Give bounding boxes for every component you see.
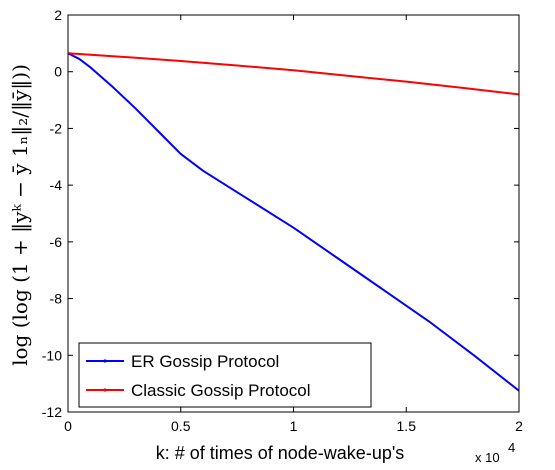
x-tick-label: 2: [515, 418, 523, 434]
series-line-1: [68, 52, 519, 392]
x-tick-label: 0.5: [171, 418, 191, 434]
legend-marker-2: [103, 388, 107, 392]
plot-frame: [67, 14, 520, 413]
series-line-2: [68, 52, 519, 96]
svg-text:log (log (1 + ‖yᵏ − ȳ 1ₙ‖₂/‖: log (log (1 + ‖yᵏ − ȳ 1ₙ‖₂/‖ȳ‖)): [8, 64, 33, 366]
y-tick-label: -8: [50, 291, 63, 307]
y-axis-title: log (log (1 + ‖yᵏ − ȳ 1ₙ‖₂/‖ȳ‖)): [8, 64, 33, 366]
x-axis-multiplier: x 10 4: [475, 440, 515, 465]
legend: ER Gossip Protocol Classic Gossip Protoco…: [78, 342, 372, 408]
svg-text:4: 4: [508, 440, 515, 455]
x-tick-label: 1.5: [397, 418, 417, 434]
y-tick-label: 0: [54, 64, 62, 80]
y-tick-label: -12: [42, 404, 62, 420]
legend-label-2: Classic Gossip Protocol: [131, 381, 311, 400]
x-tick-label: 0: [64, 418, 72, 434]
y-tick-label: -2: [50, 120, 63, 136]
svg-text:x 10: x 10: [475, 450, 500, 465]
y-tick-label: -10: [42, 347, 62, 363]
x-tick-label: 1: [290, 418, 298, 434]
legend-label-1: ER Gossip Protocol: [131, 352, 279, 371]
legend-box: [78, 342, 372, 408]
y-tick-label: -6: [50, 234, 63, 250]
y-tick-label: -4: [50, 177, 63, 193]
x-axis-title: k: # of times of node-wake-up's: [156, 443, 405, 463]
legend-marker-1: [103, 359, 107, 363]
y-tick-label: 2: [54, 7, 62, 23]
svg-text:k: # of times of node-wake-up': k: # of times of node-wake-up's: [156, 443, 405, 463]
